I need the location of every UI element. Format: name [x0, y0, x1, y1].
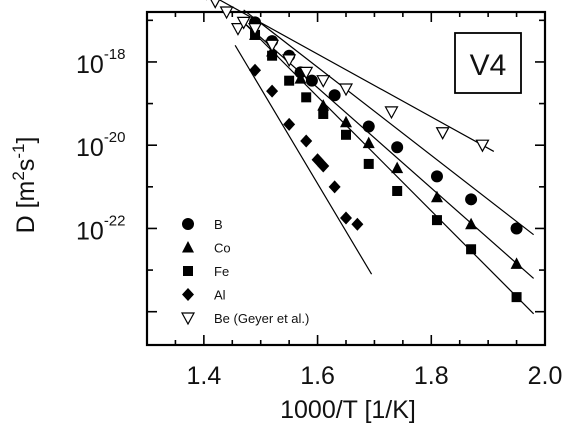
y-tick-label: 10-18: [76, 46, 126, 79]
y-tick-label-base: 10: [76, 217, 104, 245]
x-tick-label: 1.8: [414, 362, 449, 390]
data-point: [431, 215, 442, 226]
data-point: [338, 83, 354, 97]
data-point: [328, 180, 341, 194]
data-point: [283, 117, 296, 131]
data-point: [266, 84, 279, 98]
data-point: [282, 54, 297, 68]
fit-line: [243, 21, 535, 315]
panel-label-box: [454, 32, 522, 94]
legend-label: B: [214, 217, 223, 232]
fit-line: [234, 44, 373, 275]
data-point: [299, 66, 314, 80]
data-point: [230, 23, 245, 36]
legend-marker: [183, 266, 193, 276]
data-point: [340, 115, 352, 128]
y-tick-label-exponent: -18: [104, 46, 126, 63]
data-point: [301, 92, 312, 103]
y-axis-title-main: D [m: [12, 181, 40, 234]
axis-ticks: [146, 12, 546, 345]
data-point: [362, 120, 375, 133]
data-point: [316, 75, 331, 88]
x-tick-label: 1.6: [300, 362, 335, 390]
y-axis-title-sup2: -1: [9, 144, 28, 159]
data-point: [340, 211, 352, 225]
y-axis-title: D [m2s-1]: [9, 137, 40, 234]
y-axis-title-sup1: 2: [9, 171, 28, 180]
x-axis-title: 1000/T [1/K]: [280, 396, 416, 424]
legend-label: Be (Geyer et al.): [214, 311, 309, 326]
legend-label: Al: [214, 288, 226, 303]
y-tick-label-exponent: -22: [104, 212, 126, 229]
data-point: [475, 139, 490, 153]
x-tick-label: 2.0: [528, 362, 563, 390]
data-point: [384, 106, 399, 120]
data-point: [391, 141, 404, 154]
legend-marker: [182, 218, 194, 230]
panel-label: V4: [470, 49, 507, 82]
data-point: [392, 185, 403, 196]
legend-label: Fe: [214, 264, 229, 279]
data-point: [305, 74, 318, 87]
fit-line: [243, 9, 534, 236]
y-tick-label: 10-22: [76, 212, 126, 245]
data-point: [465, 193, 478, 206]
data-point: [465, 217, 478, 230]
data-point: [430, 170, 443, 183]
data-point: [249, 63, 262, 77]
x-tick-label: 1.4: [186, 362, 221, 390]
data-point: [391, 161, 404, 174]
data-point: [511, 292, 522, 303]
legend-label: Co: [214, 241, 231, 256]
data-point: [510, 257, 523, 269]
legend-marker: [182, 288, 194, 301]
data-point: [284, 75, 295, 86]
data-point: [248, 23, 263, 36]
data-point: [466, 244, 477, 255]
data-point: [265, 39, 280, 53]
fit-line: [243, 21, 535, 279]
legend-marker: [182, 241, 194, 253]
data-markers: [206, 0, 523, 303]
data-point: [510, 222, 523, 235]
legend: B Co Fe Al Be (Geyer et al.): [180, 217, 309, 326]
x-tick-labels: 1.4 1.6 1.8 2.0: [186, 362, 562, 390]
y-tick-label-base: 10: [76, 134, 104, 162]
legend-marker: [180, 312, 196, 326]
data-point: [219, 6, 234, 20]
data-point: [210, 0, 221, 9]
data-point: [328, 89, 341, 102]
data-point: [267, 50, 278, 61]
data-point: [351, 217, 364, 231]
y-tick-label-base: 10: [76, 51, 104, 79]
data-point: [236, 16, 251, 30]
data-point: [300, 134, 313, 148]
data-point: [294, 72, 307, 84]
data-point: [435, 127, 450, 140]
fit-lines: [218, 0, 535, 315]
data-point: [362, 136, 375, 149]
data-point: [430, 190, 443, 203]
y-axis-title-end: ]: [12, 137, 40, 144]
y-axis-title-mid: s: [12, 159, 40, 172]
y-tick-label-exponent: -20: [104, 129, 126, 146]
data-point: [318, 108, 329, 119]
data-point: [317, 159, 330, 173]
y-tick-label: 10-20: [76, 129, 126, 162]
data-point: [317, 99, 330, 111]
data-point: [363, 158, 374, 169]
data-point: [341, 129, 351, 140]
